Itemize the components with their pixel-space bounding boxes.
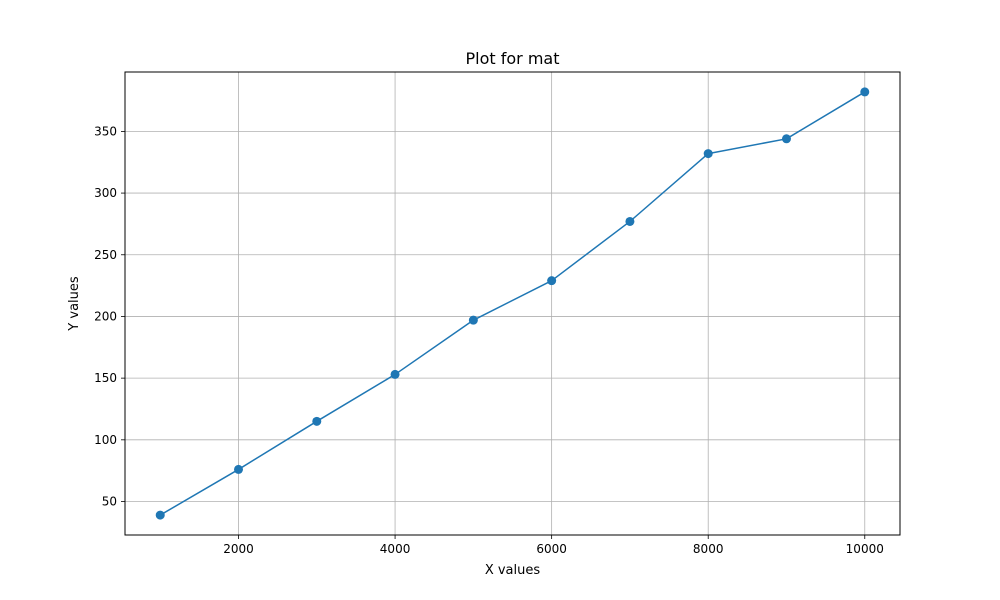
y-axis-ticks: 50 100 150 200 250 300 350 bbox=[94, 124, 125, 509]
grid-lines bbox=[125, 72, 900, 535]
y-axis-label: Y values bbox=[67, 276, 82, 332]
data-point bbox=[860, 87, 870, 97]
data-point bbox=[312, 416, 322, 426]
data-point bbox=[155, 510, 165, 520]
series-lines bbox=[159, 91, 866, 516]
y-tick-label: 150 bbox=[94, 371, 117, 385]
y-tick-label: 350 bbox=[94, 124, 117, 138]
x-axis-label: X values bbox=[485, 563, 541, 578]
chart-title: Plot for mat bbox=[466, 49, 560, 68]
y-tick-label: 300 bbox=[94, 186, 117, 200]
y-tick-label: 100 bbox=[94, 433, 117, 447]
y-tick-label: 50 bbox=[102, 495, 117, 509]
plot-area bbox=[125, 72, 900, 535]
x-tick-label: 8000 bbox=[693, 542, 724, 556]
x-axis-ticks: 2000 4000 6000 8000 10000 bbox=[223, 535, 884, 556]
data-point bbox=[468, 315, 478, 325]
x-tick-label: 6000 bbox=[536, 542, 567, 556]
data-point bbox=[390, 369, 400, 379]
series-line bbox=[159, 91, 866, 516]
data-point bbox=[781, 134, 791, 144]
data-point bbox=[547, 276, 557, 286]
data-point bbox=[234, 464, 244, 474]
x-tick-label: 4000 bbox=[380, 542, 411, 556]
data-point bbox=[625, 216, 635, 226]
plot-frame bbox=[124, 71, 901, 536]
series-markers bbox=[155, 87, 870, 520]
y-tick-label: 250 bbox=[94, 248, 117, 262]
x-tick-label: 10000 bbox=[846, 542, 884, 556]
x-tick-label: 2000 bbox=[223, 542, 254, 556]
data-point bbox=[703, 149, 713, 159]
y-tick-label: 200 bbox=[94, 309, 117, 323]
